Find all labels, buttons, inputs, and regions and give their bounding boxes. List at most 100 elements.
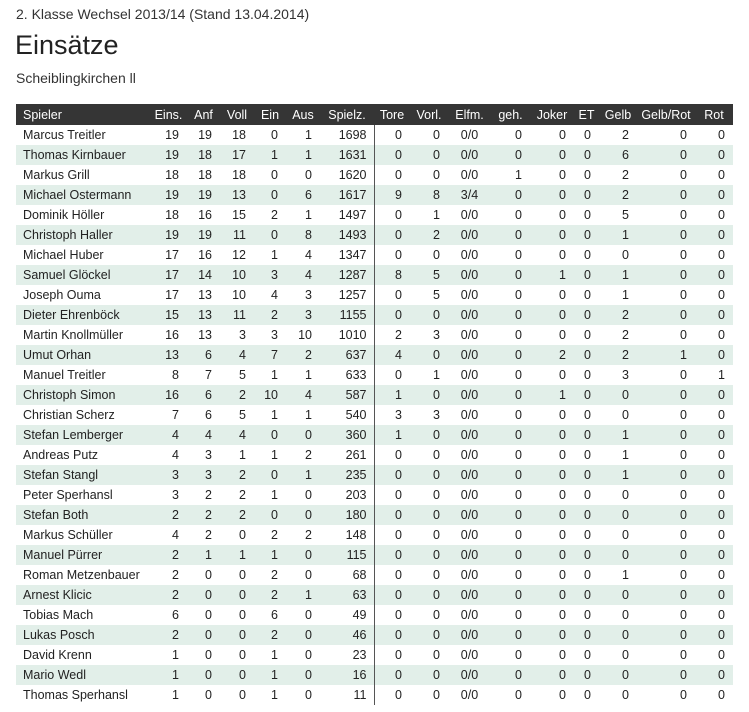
- stat-cell: 1: [220, 445, 254, 465]
- stat-cell: 0: [491, 605, 530, 625]
- stat-cell: 16: [150, 325, 187, 345]
- stat-cell: 0: [410, 665, 448, 685]
- stat-cell: 18: [150, 205, 187, 225]
- stat-cell: 4: [286, 265, 320, 285]
- stat-cell: 0: [637, 205, 695, 225]
- player-name: Umut Orhan: [16, 345, 150, 365]
- stat-cell: 2: [254, 565, 286, 585]
- player-name: Michael Ostermann: [16, 185, 150, 205]
- stat-cell: 0: [491, 585, 530, 605]
- stat-cell: 0: [695, 285, 733, 305]
- stat-cell: 3: [286, 285, 320, 305]
- stat-cell: 5: [410, 285, 448, 305]
- stat-cell: 0: [530, 445, 574, 465]
- stat-cell: 0: [574, 365, 599, 385]
- table-header-row: Spieler Eins. Anf Voll Ein Aus Spielz. Tore Vorl…: [16, 104, 733, 125]
- stat-cell: 1: [599, 465, 637, 485]
- stat-cell: 3: [410, 325, 448, 345]
- stat-cell: 17: [220, 145, 254, 165]
- stat-cell: 0: [254, 465, 286, 485]
- stat-cell: 2: [599, 345, 637, 365]
- stat-cell: 0: [599, 605, 637, 625]
- stat-cell: 0: [574, 205, 599, 225]
- stat-cell: 0: [410, 305, 448, 325]
- stat-cell: 0: [530, 145, 574, 165]
- player-name: Roman Metzenbauer: [16, 565, 150, 585]
- stat-cell: 6: [150, 605, 187, 625]
- stat-cell: 0: [530, 125, 574, 145]
- stat-cell: 0: [530, 245, 574, 265]
- stat-cell: 4: [187, 425, 220, 445]
- stat-cell: 2: [374, 325, 410, 345]
- stat-cell: 0: [637, 325, 695, 345]
- stat-cell: 5: [220, 405, 254, 425]
- stat-cell: 0: [574, 585, 599, 605]
- stat-cell: 4: [220, 345, 254, 365]
- stat-cell: 0: [574, 545, 599, 565]
- table-row: Michael Huber 17 16 12 1 4 1347 0 0 0/0 0 0 0 0 0 0: [16, 245, 733, 265]
- stat-cell: 1: [286, 585, 320, 605]
- stat-cell: 0: [491, 665, 530, 685]
- stat-cell: 0: [695, 645, 733, 665]
- stat-cell: 0: [410, 605, 448, 625]
- stat-cell: 0: [574, 225, 599, 245]
- stat-cell: 1: [254, 365, 286, 385]
- stat-cell: 0/0: [448, 305, 491, 325]
- stat-cell: 0/0: [448, 445, 491, 465]
- stat-cell: 0: [374, 645, 410, 665]
- stat-cell: 0: [637, 525, 695, 545]
- stat-cell: 19: [150, 145, 187, 165]
- stat-cell: 0: [637, 425, 695, 445]
- stat-cell: 360: [320, 425, 375, 445]
- table-row: Markus Grill 18 18 18 0 0 1620 0 0 0/0 1 0 0 2 0 0: [16, 165, 733, 185]
- stat-cell: 0: [599, 405, 637, 425]
- stat-cell: 2: [599, 125, 637, 145]
- stat-cell: 6: [599, 145, 637, 165]
- stat-cell: 0: [410, 545, 448, 565]
- table-row: Andreas Putz 4 3 1 1 2 261 0 0 0/0 0 0 0 1 0 0: [16, 445, 733, 465]
- stat-cell: 0: [574, 245, 599, 265]
- stat-cell: 0/0: [448, 365, 491, 385]
- stat-cell: 0: [220, 605, 254, 625]
- player-name: Peter Sperhansl: [16, 485, 150, 505]
- stat-cell: 0: [599, 585, 637, 605]
- stat-cell: 10: [254, 385, 286, 405]
- stat-cell: 0: [574, 405, 599, 425]
- table-row: Stefan Lemberger 4 4 4 0 0 360 1 0 0/0 0 0 0 1 0 0: [16, 425, 733, 445]
- stat-cell: 0/0: [448, 245, 491, 265]
- stat-cell: 0: [374, 625, 410, 645]
- stat-cell: 0: [491, 305, 530, 325]
- stat-cell: 0: [187, 565, 220, 585]
- table-row: Thomas Kirnbauer 19 18 17 1 1 1631 0 0 0/0 0 0 0 6 0 0: [16, 145, 733, 165]
- table-row: David Krenn 1 0 0 1 0 23 0 0 0/0 0 0 0 0 0 0: [16, 645, 733, 665]
- stat-cell: 19: [150, 185, 187, 205]
- stat-cell: 1: [599, 445, 637, 465]
- stat-cell: 0: [220, 645, 254, 665]
- stat-cell: 0: [220, 525, 254, 545]
- stat-cell: 0: [637, 445, 695, 465]
- stat-cell: 0: [286, 625, 320, 645]
- stat-cell: 0: [286, 545, 320, 565]
- column-header: ET: [574, 104, 599, 125]
- column-header: Aus: [286, 104, 320, 125]
- stat-cell: 0: [220, 585, 254, 605]
- stat-cell: 0/0: [448, 625, 491, 645]
- stat-cell: 1155: [320, 305, 375, 325]
- stat-cell: 2: [254, 585, 286, 605]
- stat-cell: 0: [491, 405, 530, 425]
- stat-cell: 0: [530, 285, 574, 305]
- stat-cell: 1497: [320, 205, 375, 225]
- stat-cell: 0: [637, 505, 695, 525]
- stat-cell: 13: [187, 305, 220, 325]
- stat-cell: 2: [254, 625, 286, 645]
- stat-cell: 0: [374, 545, 410, 565]
- stat-cell: 0: [695, 665, 733, 685]
- stat-cell: 0: [599, 645, 637, 665]
- table-row: Peter Sperhansl 3 2 2 1 0 203 0 0 0/0 0 0 0 0 0 0: [16, 485, 733, 505]
- stat-cell: 1: [286, 125, 320, 145]
- stat-cell: 0: [530, 425, 574, 445]
- player-name: Tobias Mach: [16, 605, 150, 625]
- stat-cell: 0: [574, 345, 599, 365]
- stat-cell: 3: [220, 325, 254, 345]
- stat-cell: 0: [530, 585, 574, 605]
